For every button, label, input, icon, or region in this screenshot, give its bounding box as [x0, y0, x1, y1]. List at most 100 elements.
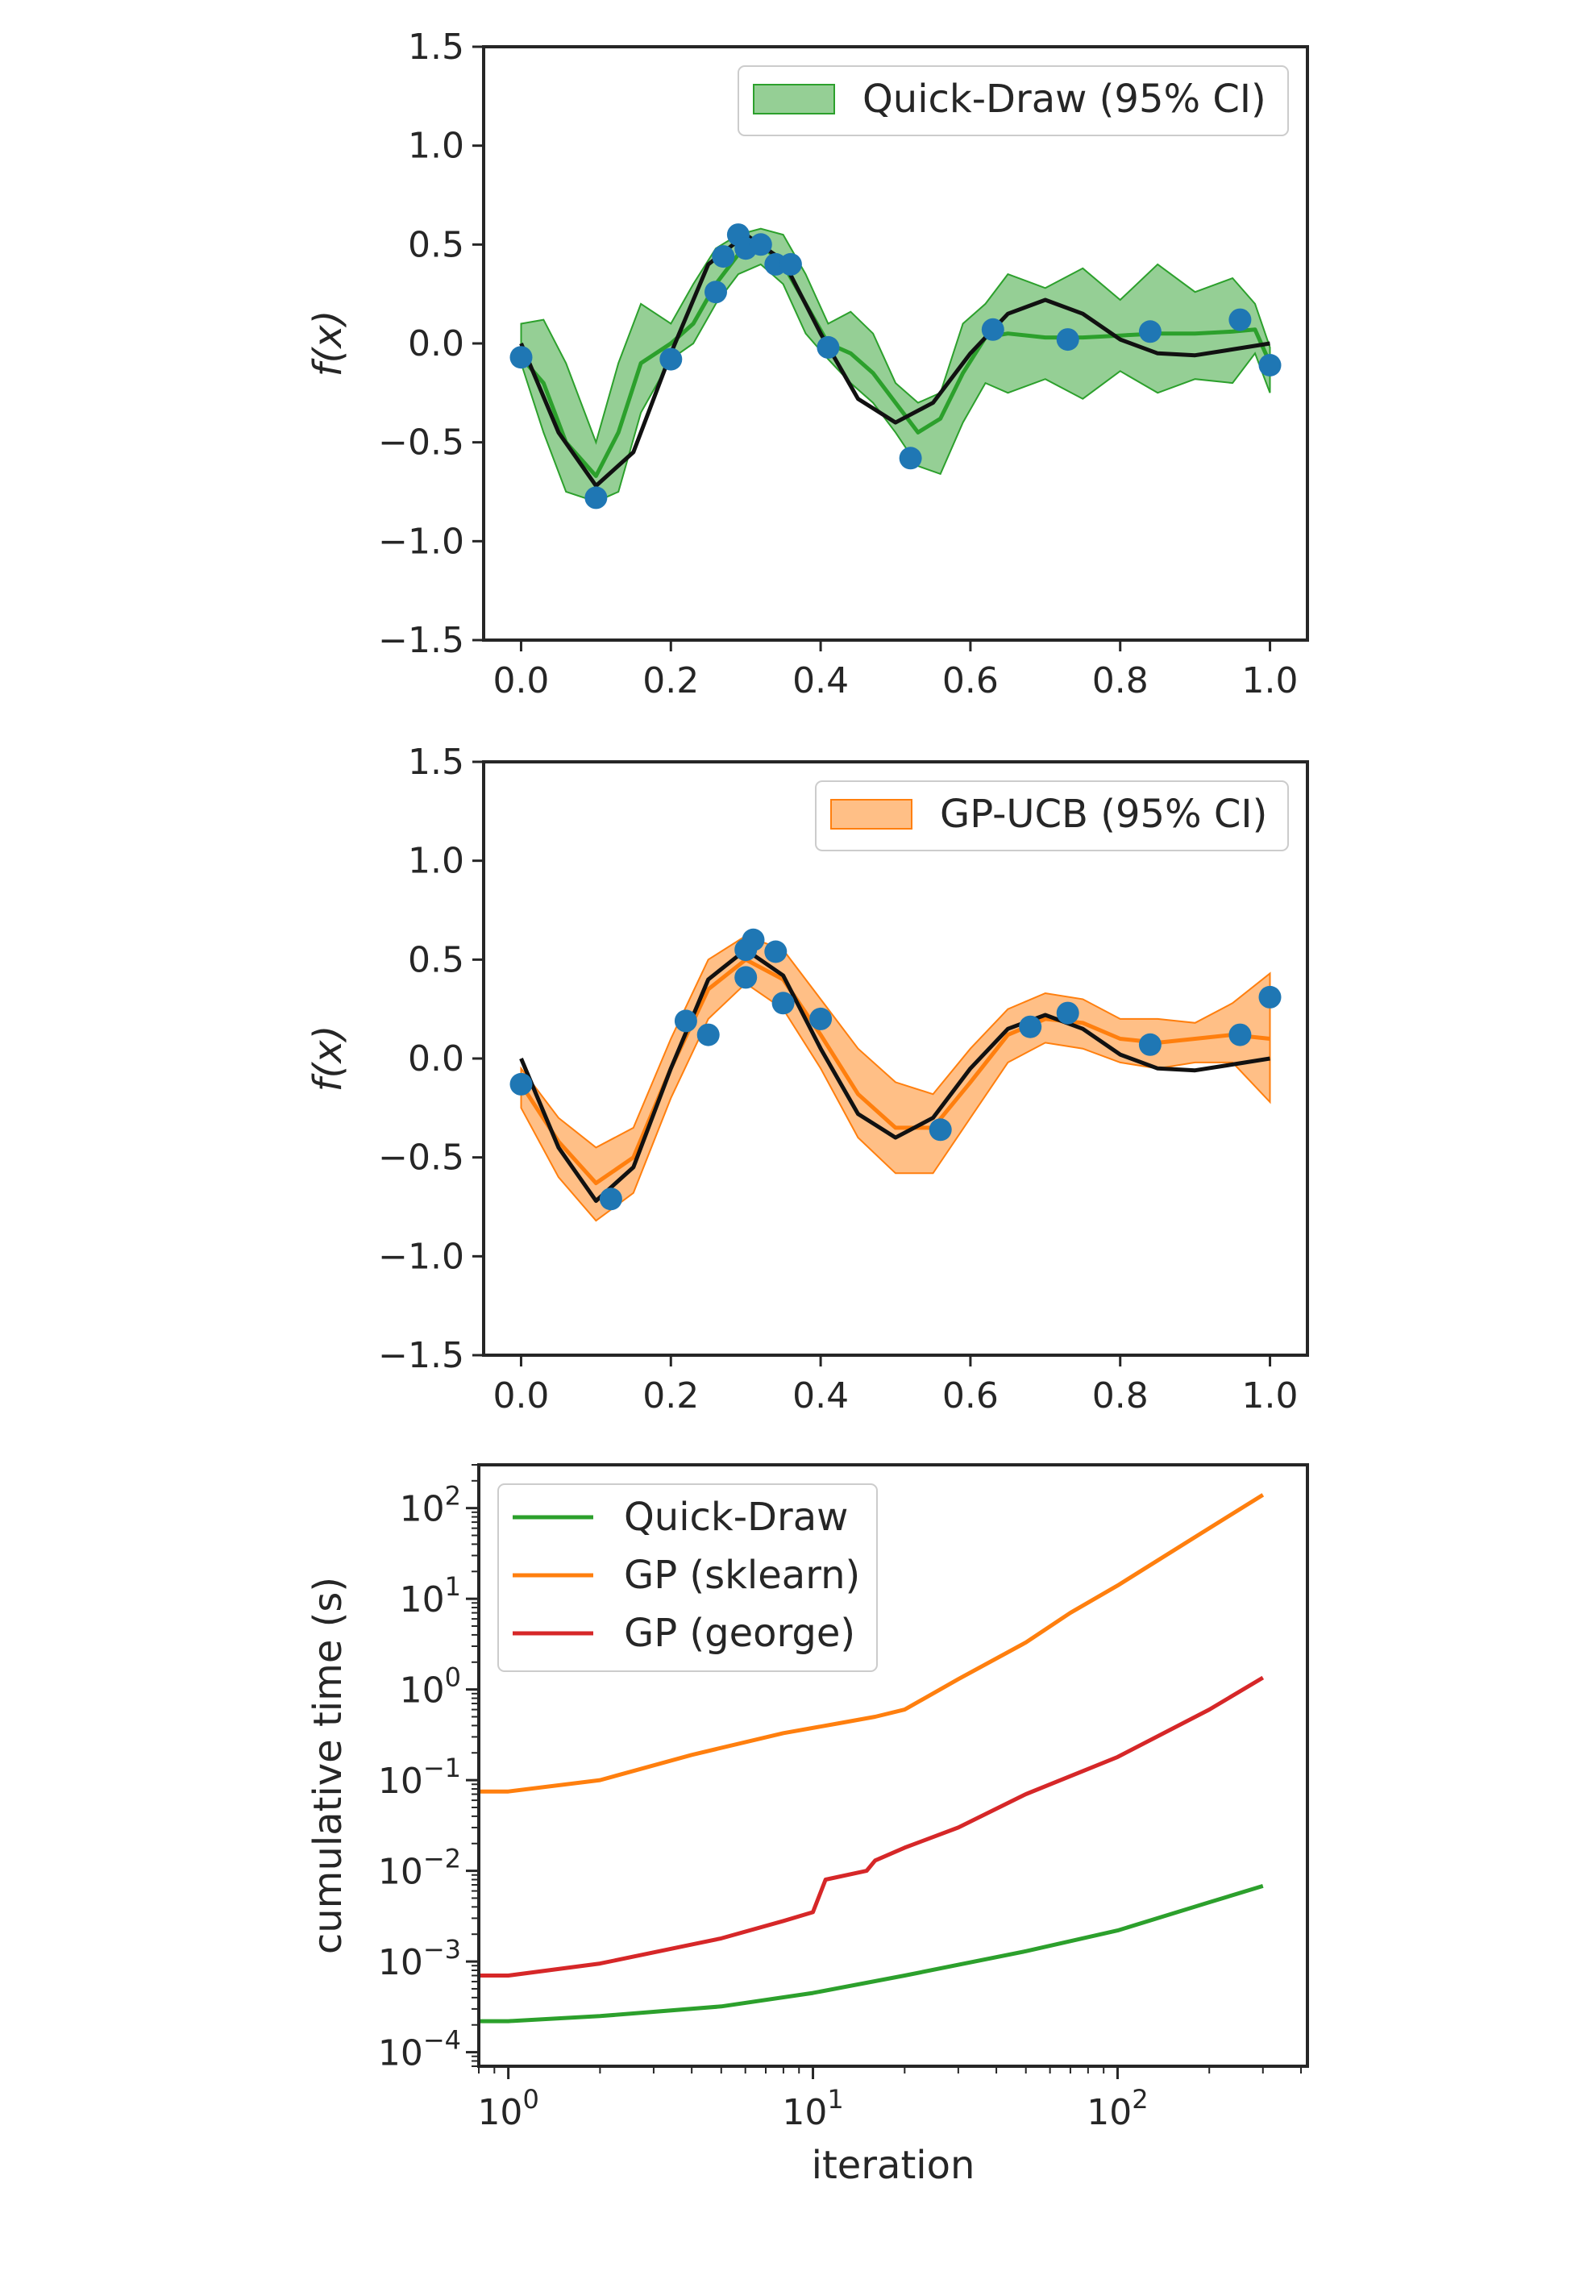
- gpucb-x-tick-label: 0.0: [493, 1375, 549, 1416]
- timing-x-axis: 100 101 102: [477, 2066, 1302, 2133]
- gpucb-observation-point: [734, 966, 758, 989]
- gpucb-legend: GP-UCB (95% CI): [815, 780, 1289, 851]
- quickdraw-observation-point: [712, 245, 735, 268]
- timing-x-tick-base: 10: [782, 2092, 827, 2133]
- quickdraw-panel: 0.0 0.2 0.4 0.6 0.8 1.0 1.5 1.0 0.5 0.0 −0.5 −1.0 −…: [305, 27, 1309, 701]
- timing-series-line-0: [479, 1884, 1264, 2024]
- quickdraw-y-tick-label: 1.5: [408, 27, 464, 68]
- timing-x-tick-label: 101: [782, 2084, 843, 2133]
- gpucb-observation-point: [696, 1023, 720, 1046]
- quickdraw-observation-point: [1258, 354, 1282, 376]
- timing-y-tick-exponent: −3: [423, 1934, 461, 1965]
- timing-x-tick-exponent: 2: [1132, 2084, 1148, 2115]
- gpucb-true-function-line: [519, 947, 1270, 1204]
- gpucb-x-axis: 0.0 0.2 0.4 0.6 0.8 1.0: [493, 1355, 1299, 1416]
- quickdraw-observation-point: [899, 447, 922, 470]
- quickdraw-observation-point: [509, 346, 533, 369]
- gpucb-y-tick-label: −1.0: [378, 1236, 464, 1277]
- gpucb-ci-band: [520, 934, 1271, 1222]
- gpucb-x-tick-label: 0.4: [792, 1375, 849, 1416]
- gpucb-y-tick-label: 0.5: [408, 939, 464, 980]
- quickdraw-y-axis: 1.5 1.0 0.5 0.0 −0.5 −1.0 −1.5: [378, 27, 484, 661]
- timing-y-tick-label: 100: [400, 1662, 461, 1712]
- gpucb-legend-label: GP-UCB (95% CI): [940, 792, 1267, 837]
- gpucb-x-tick-label: 1.0: [1242, 1375, 1299, 1416]
- timing-y-label: cumulative time (s): [305, 1577, 351, 1954]
- quickdraw-observation-point: [981, 318, 1004, 341]
- timing-y-tick-exponent: −1: [423, 1753, 461, 1783]
- timing-y-tick-label: 10−3: [378, 1934, 461, 1983]
- timing-legend-box: [497, 1483, 878, 1672]
- gpucb-y-tick-label: −0.5: [378, 1138, 464, 1179]
- gpucb-observation-point: [809, 1007, 833, 1030]
- quickdraw-observation-point: [749, 233, 772, 256]
- quickdraw-observation-point: [1138, 320, 1162, 343]
- timing-legend-label-quickdraw: Quick-Draw: [624, 1495, 848, 1540]
- gpucb-x-tick-label: 0.6: [942, 1375, 999, 1416]
- quickdraw-legend: Quick-Draw (95% CI): [738, 65, 1289, 136]
- timing-y-tick-base: 10: [378, 2033, 423, 2074]
- quickdraw-observation-point: [659, 347, 683, 371]
- timing-x-tick-exponent: 0: [522, 2084, 538, 2115]
- timing-series-line-2: [479, 1675, 1265, 1978]
- timing-y-tick-exponent: 2: [445, 1481, 461, 1512]
- timing-x-tick-base: 10: [1087, 2092, 1132, 2133]
- gpucb-observation-point: [929, 1118, 952, 1142]
- quickdraw-y-tick-label: −0.5: [378, 422, 464, 464]
- gpucb-observation-point: [742, 928, 765, 951]
- timing-series-line-1: [479, 1493, 1265, 1794]
- timing-y-tick-exponent: −4: [423, 2025, 461, 2056]
- gpucb-x-tick-label: 0.2: [642, 1375, 699, 1416]
- quickdraw-observation-point: [817, 335, 840, 359]
- gpucb-y-axis: 1.5 1.0 0.5 0.0 −0.5 −1.0 −1.5: [378, 742, 484, 1376]
- quickdraw-ci-area: [520, 227, 1271, 503]
- gpucb-ci-area: [520, 934, 1271, 1222]
- gpucb-observation-point: [1228, 1023, 1252, 1046]
- timing-y-tick-exponent: −2: [423, 1844, 461, 1874]
- timing-x-tick-label: 102: [1087, 2084, 1148, 2133]
- gpucb-x-tick-label: 0.8: [1092, 1375, 1149, 1416]
- quickdraw-x-tick-label: 1.0: [1242, 660, 1299, 701]
- quickdraw-mean-line: [519, 242, 1272, 478]
- gpucb-observation-point: [1019, 1015, 1042, 1038]
- gpucb-observation-point: [599, 1188, 622, 1211]
- gpucb-panel: 0.0 0.2 0.4 0.6 0.8 1.0 1.5 1.0 0.5 0.0 −0.5 −1.0 −…: [305, 742, 1309, 1416]
- timing-legend-label-sklearn: GP (sklearn): [624, 1553, 860, 1598]
- quickdraw-y-tick-label: −1.5: [378, 620, 464, 661]
- gpucb-y-tick-label: 1.5: [408, 742, 464, 783]
- quickdraw-ci-band: [520, 227, 1271, 503]
- timing-y-tick-exponent: 0: [445, 1662, 461, 1693]
- gpucb-legend-box: [815, 780, 1289, 851]
- gpucb-observation-point: [1258, 985, 1282, 1009]
- quickdraw-x-tick-label: 0.0: [493, 660, 549, 701]
- timing-curves: [479, 1493, 1265, 2024]
- timing-plot-frame: [477, 1463, 1309, 2068]
- quickdraw-x-tick-label: 0.4: [792, 660, 849, 701]
- quickdraw-x-axis: 0.0 0.2 0.4 0.6 0.8 1.0: [493, 640, 1299, 701]
- timing-y-tick-base: 10: [378, 1852, 423, 1893]
- timing-y-tick-base: 10: [378, 1942, 423, 1983]
- quickdraw-legend-label: Quick-Draw (95% CI): [862, 77, 1266, 122]
- timing-x-tick-label: 100: [477, 2084, 538, 2133]
- quickdraw-observation-point: [1056, 328, 1079, 351]
- timing-y-tick-label: 10−4: [378, 2025, 461, 2074]
- gpucb-y-tick-label: 1.0: [408, 841, 464, 882]
- gpucb-y-tick-label: −1.5: [378, 1335, 464, 1376]
- quickdraw-observation-point: [779, 252, 802, 276]
- gpucb-observation-point: [771, 992, 795, 1015]
- timing-legend: Quick-Draw GP (sklearn) GP (george): [497, 1483, 878, 1672]
- gpucb-observation-point: [509, 1072, 533, 1096]
- quickdraw-y-tick-label: −1.0: [378, 521, 464, 562]
- gpucb-observation-point: [764, 940, 788, 963]
- timing-x-tick-exponent: 1: [827, 2084, 843, 2115]
- quickdraw-legend-box: [738, 65, 1289, 136]
- timing-y-tick-label: 102: [400, 1481, 461, 1530]
- gpucb-y-label: f(x): [305, 1025, 351, 1092]
- timing-x-label: iteration: [812, 2143, 975, 2188]
- quickdraw-observation-point: [704, 281, 727, 304]
- timing-y-tick-label: 10−2: [378, 1844, 461, 1893]
- quickdraw-legend-swatch: [753, 84, 835, 114]
